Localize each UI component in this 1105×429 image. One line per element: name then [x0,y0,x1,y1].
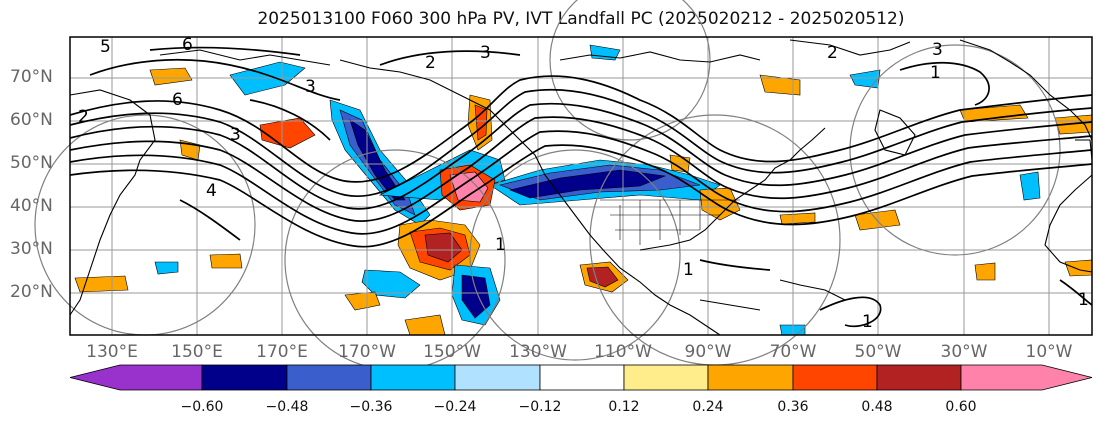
lon-tick: 50°W [854,342,902,362]
colorbar-label: 0.12 [608,399,640,415]
contour-label: 3 [932,40,943,60]
colorbar [69,364,1093,391]
contour-label: 1 [683,260,694,280]
lon-tick: 10°W [1025,342,1073,362]
colorbar-label: −0.12 [518,399,562,415]
colorbar-segment [707,364,794,391]
colorbar-segment [69,364,203,391]
contour-label: 5 [100,37,111,57]
colorbar-label: −0.60 [180,399,224,415]
colorbar-segment [960,364,1093,391]
contour-label: 2 [827,43,838,63]
colorbar-segment [792,364,878,391]
contour-label: 3 [305,77,316,97]
lat-tick: 60°N [10,110,53,130]
contour-label: 4 [206,181,217,201]
map-frame [69,36,1093,336]
map-title: 2025013100 F060 300 hPa PV, IVT Landfall… [257,9,905,29]
colorbar-label: −0.24 [433,399,477,415]
lat-tick: 20°N [10,282,53,302]
pv-shading [74,44,1093,336]
lon-tick: 130°W [509,342,567,362]
contour-label: 1 [495,235,506,255]
contour-label: 6 [172,90,183,110]
lat-tick: 70°N [10,67,53,87]
lon-tick: 150°W [423,342,481,362]
contour-label: 2 [425,53,436,73]
colorbar-label: −0.36 [349,399,393,415]
colorbar-segment [623,364,709,391]
colorbar-segment [201,364,288,391]
contour-label: 1 [930,63,941,83]
lon-tick: 170°W [338,342,396,362]
lat-tick: 30°N [10,239,53,259]
lon-tick: 170°E [256,342,308,362]
colorbar-segment [876,364,962,391]
contour-label: 1 [1078,290,1089,310]
colorbar-label: 0.36 [777,399,809,415]
colorbar-label: 0.48 [861,399,893,415]
lon-tick: 110°W [594,342,652,362]
lat-tick: 50°N [10,153,53,173]
contour-label: 1 [862,312,873,332]
lon-tick: 130°E [86,342,138,362]
lat-tick: 40°N [10,196,53,216]
lon-tick: 90°W [684,342,732,362]
colorbar-segment [286,364,372,391]
contour-label: 3 [230,125,241,145]
contour-label: 3 [480,43,491,63]
colorbar-segment [370,364,456,391]
colorbar-segment [454,364,541,391]
state-borders [600,199,740,245]
graticule [70,37,1092,335]
contour-label: 2 [78,107,89,127]
height-contours [69,46,1093,328]
colorbar-label: −0.48 [265,399,309,415]
lon-tick: 30°W [940,342,988,362]
colorbar-segment [539,364,625,391]
colorbar-label: 0.24 [692,399,724,415]
colorbar-label: 0.60 [945,399,977,415]
lon-tick: 70°W [769,342,817,362]
contour-label: 6 [182,35,193,55]
lon-tick: 150°E [171,342,223,362]
